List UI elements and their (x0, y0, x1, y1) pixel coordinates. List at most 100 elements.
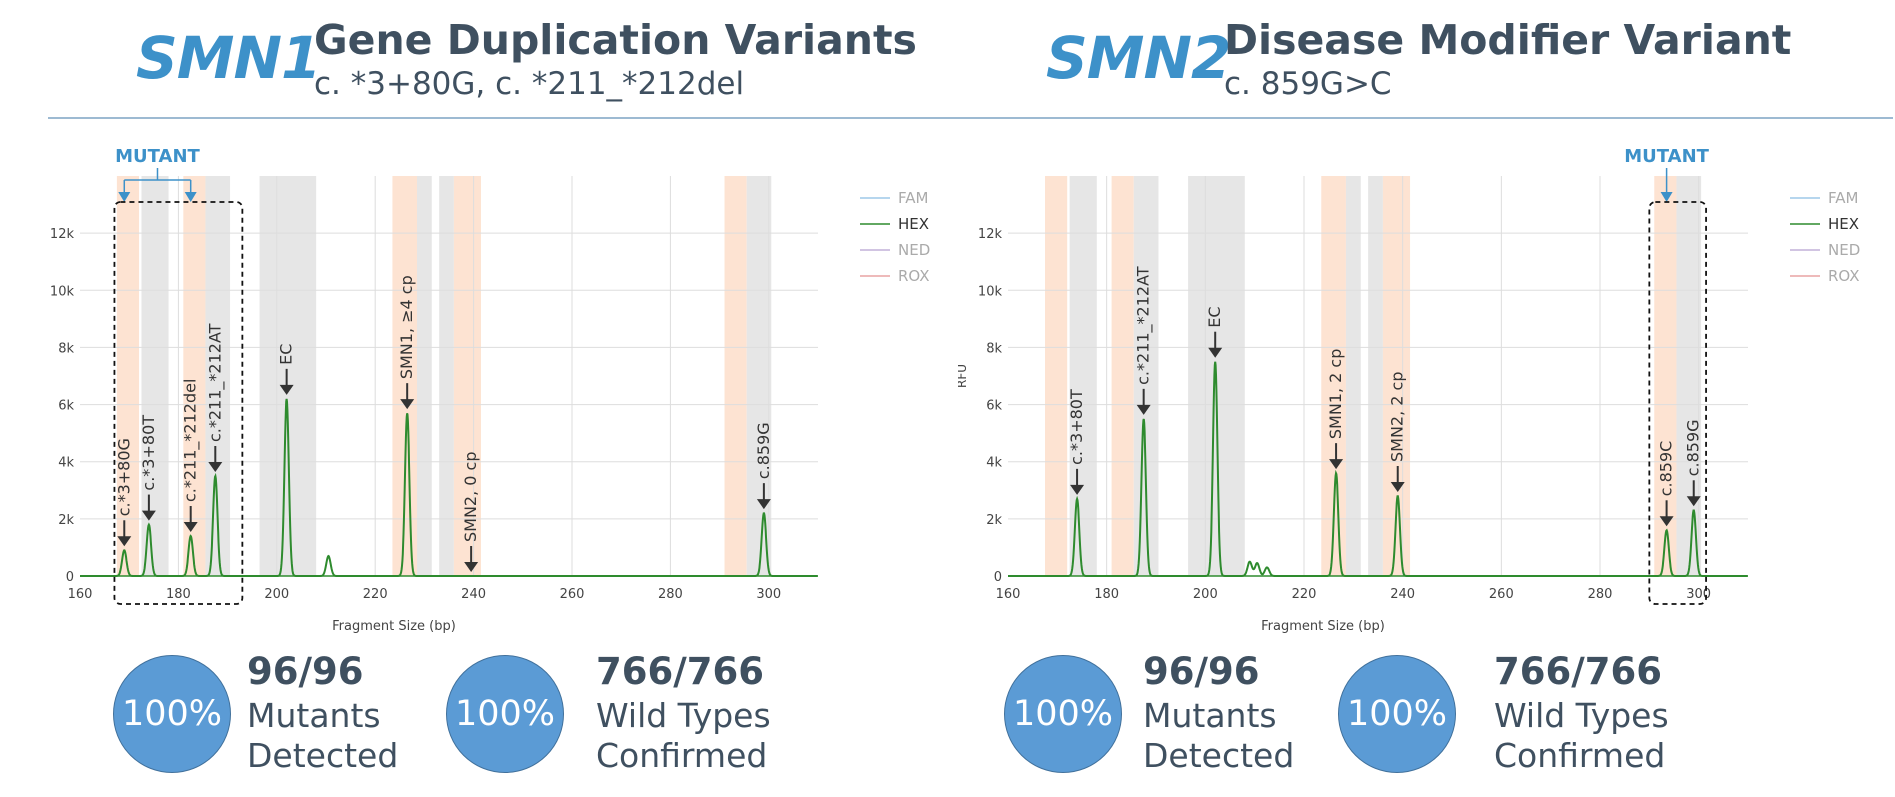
label-confirmed: Confirmed (1494, 736, 1666, 775)
y-tick-label: 0 (66, 570, 74, 585)
y-tick-label: 2k (986, 513, 1002, 528)
bin-region-7 (439, 176, 454, 576)
percent-circle-wildtypes: 100% (446, 655, 564, 773)
peak-label: SMN2, 0 cp (461, 452, 480, 543)
peak-label: c.*3+80G (114, 438, 133, 516)
y-axis-label: RFU (958, 364, 969, 388)
y-tick-label: 12k (50, 227, 75, 242)
label-detected: Detected (247, 736, 399, 775)
peak-arrow-head (1659, 516, 1674, 527)
peak-label: c.*3+80T (1067, 389, 1086, 465)
mutant-label: MUTANT (1624, 146, 1709, 167)
label-wildtypes: Wild Types (596, 696, 771, 735)
label-mutants: Mutants (1143, 696, 1277, 735)
y-tick-label: 6k (986, 399, 1002, 414)
mutant-pointer-head (118, 192, 131, 202)
x-tick-label: 300 (756, 587, 781, 602)
bin-region-2 (1111, 176, 1134, 576)
y-tick-label: 2k (58, 513, 74, 528)
peak-label: c.*3+80T (139, 415, 158, 491)
peak-arrow-head (1208, 347, 1223, 358)
legend-label-rox: ROX (898, 267, 930, 285)
percent-circle-mutants: 100% (1004, 655, 1122, 773)
y-tick-label: 6k (58, 399, 74, 414)
bin-region-10 (746, 176, 772, 576)
peak-arrow-head (756, 499, 771, 510)
panel-title: Gene Duplication Variants (314, 16, 917, 64)
peak-label: SMN1, 2 cp (1326, 349, 1345, 440)
peak-label: c.*211_*212AT (1134, 266, 1154, 385)
peak-arrow-head (141, 510, 156, 521)
count-wildtypes: 766/766 (596, 650, 764, 693)
panel-smn1: SMN1 Gene Duplication Variants c. *3+80G… (48, 0, 983, 797)
percent-circle-wildtypes: 100% (1338, 655, 1456, 773)
count-wildtypes: 766/766 (1494, 650, 1662, 693)
legend-label-rox: ROX (1828, 267, 1860, 285)
peak-arrow-head (1686, 496, 1701, 507)
panel-subtitle: c. *3+80G, c. *211_*212del (314, 66, 745, 102)
label-confirmed: Confirmed (596, 736, 768, 775)
y-tick-label: 8k (58, 341, 74, 356)
peak-arrow-head (117, 536, 132, 547)
peak-label: SMN1, ≥4 cp (397, 275, 416, 379)
mutant-highlight-box (1648, 201, 1707, 605)
percent-circle-mutants: 100% (113, 655, 231, 773)
peak-label: EC (277, 344, 296, 365)
peak-label: SMN2, 2 cp (1388, 372, 1407, 463)
gene-name: SMN1 (136, 24, 321, 92)
peak-arrow-head (208, 462, 223, 472)
bin-region-4 (259, 176, 317, 576)
bin-region-6 (1345, 176, 1361, 576)
bin-region-2 (183, 176, 206, 576)
peak-arrow-head (1136, 404, 1151, 415)
peak-arrow-head (1390, 482, 1405, 492)
y-tick-label: 0 (994, 570, 1002, 585)
x-tick-label: 240 (1390, 587, 1415, 602)
legend-label-fam: FAM (1828, 189, 1858, 207)
bin-region-9 (1654, 176, 1677, 576)
bin-region-10 (1676, 176, 1702, 576)
count-mutants: 96/96 (1143, 650, 1260, 693)
bin-region-0 (116, 176, 140, 576)
x-tick-label: 280 (658, 587, 683, 602)
peak-label: c.*211_*212AT (205, 323, 225, 442)
peak-arrow-head (279, 384, 294, 395)
x-tick-label: 200 (264, 587, 289, 602)
bin-region-9 (724, 176, 747, 576)
x-tick-label: 260 (1489, 587, 1514, 602)
legend-label-fam: FAM (898, 189, 928, 207)
label-mutants: Mutants (247, 696, 381, 735)
x-tick-label: 160 (996, 587, 1021, 602)
electropherogram-chart: 0 2k 4k 6k 8k 10k 12k 160 180 200 220 240 260 280 300 F… (958, 146, 1860, 634)
bin-region-6 (417, 176, 432, 576)
x-tick-label: 160 (68, 587, 93, 602)
peak-label: c.859C (1657, 441, 1676, 497)
bin-region-8 (453, 176, 481, 576)
panel-smn2: SMN2 Disease Modifier Variant c. 859G>C … (958, 0, 1893, 797)
x-tick-label: 300 (1686, 587, 1711, 602)
bin-region-1 (141, 176, 169, 576)
mutant-highlight-box (113, 201, 244, 605)
legend-label-ned: NED (898, 241, 930, 259)
x-tick-label: 240 (461, 587, 486, 602)
peak-label: c.*211_*212del (181, 379, 201, 502)
y-tick-label: 4k (986, 456, 1002, 471)
bin-region-7 (1368, 176, 1383, 576)
x-axis-label: Fragment Size (bp) (332, 619, 456, 634)
bin-region-1 (1069, 176, 1097, 576)
label-wildtypes: Wild Types (1494, 696, 1669, 735)
gene-name: SMN2 (1046, 24, 1231, 92)
peak-label: EC (1205, 306, 1224, 327)
x-tick-label: 280 (1588, 587, 1613, 602)
x-tick-label: 220 (363, 587, 388, 602)
x-axis-label: Fragment Size (bp) (1261, 619, 1385, 634)
y-tick-label: 4k (58, 456, 74, 471)
bin-region-0 (1045, 176, 1068, 576)
mutant-pointer-head (1660, 192, 1673, 202)
title-divider (48, 117, 983, 119)
label-detected: Detected (1143, 736, 1295, 775)
mutant-label: MUTANT (115, 146, 200, 167)
electropherogram-chart: 0 2k 4k 6k 8k 10k 12k 160 180 200 220 240 260 280 300 F… (50, 146, 930, 634)
x-tick-label: 200 (1193, 587, 1218, 602)
x-tick-label: 180 (166, 587, 191, 602)
